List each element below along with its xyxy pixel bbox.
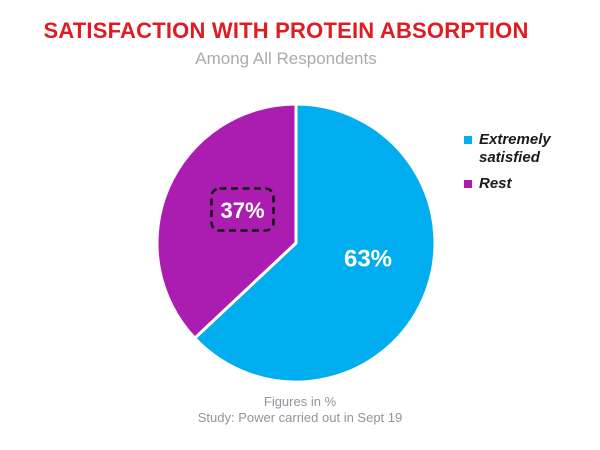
footnote-figures: Figures in %	[263, 394, 337, 409]
data-label-rest: 37%	[220, 198, 264, 223]
page-title: SATISFACTION WITH PROTEIN ABSORPTION	[43, 18, 529, 43]
legend-swatch-extremely-satisfied	[464, 136, 472, 144]
highlight-dashed-box	[210, 187, 275, 232]
footnote-study: Study: Power carried out in Sept 19	[197, 409, 403, 425]
pie-slice-0	[193, 102, 437, 384]
legend: Extremely satisfied Rest	[464, 131, 582, 201]
title-block: SATISFACTION WITH PROTEIN ABSORPTION Amo…	[0, 18, 572, 69]
legend-item-rest: Rest	[464, 175, 582, 193]
legend-item-extremely-satisfied: Extremely satisfied	[464, 131, 582, 167]
pie-slice-1	[155, 102, 298, 340]
legend-label-extremely-satisfied: Extremely satisfied	[479, 131, 551, 166]
data-label-extremely-satisfied: 63%	[344, 246, 392, 273]
chart-subtitle: Among All Respondents	[195, 49, 377, 68]
legend-label-rest: Rest	[479, 175, 512, 192]
legend-swatch-rest	[464, 180, 472, 188]
footnotes: Figures in % Study: Power carried out in…	[0, 394, 600, 425]
